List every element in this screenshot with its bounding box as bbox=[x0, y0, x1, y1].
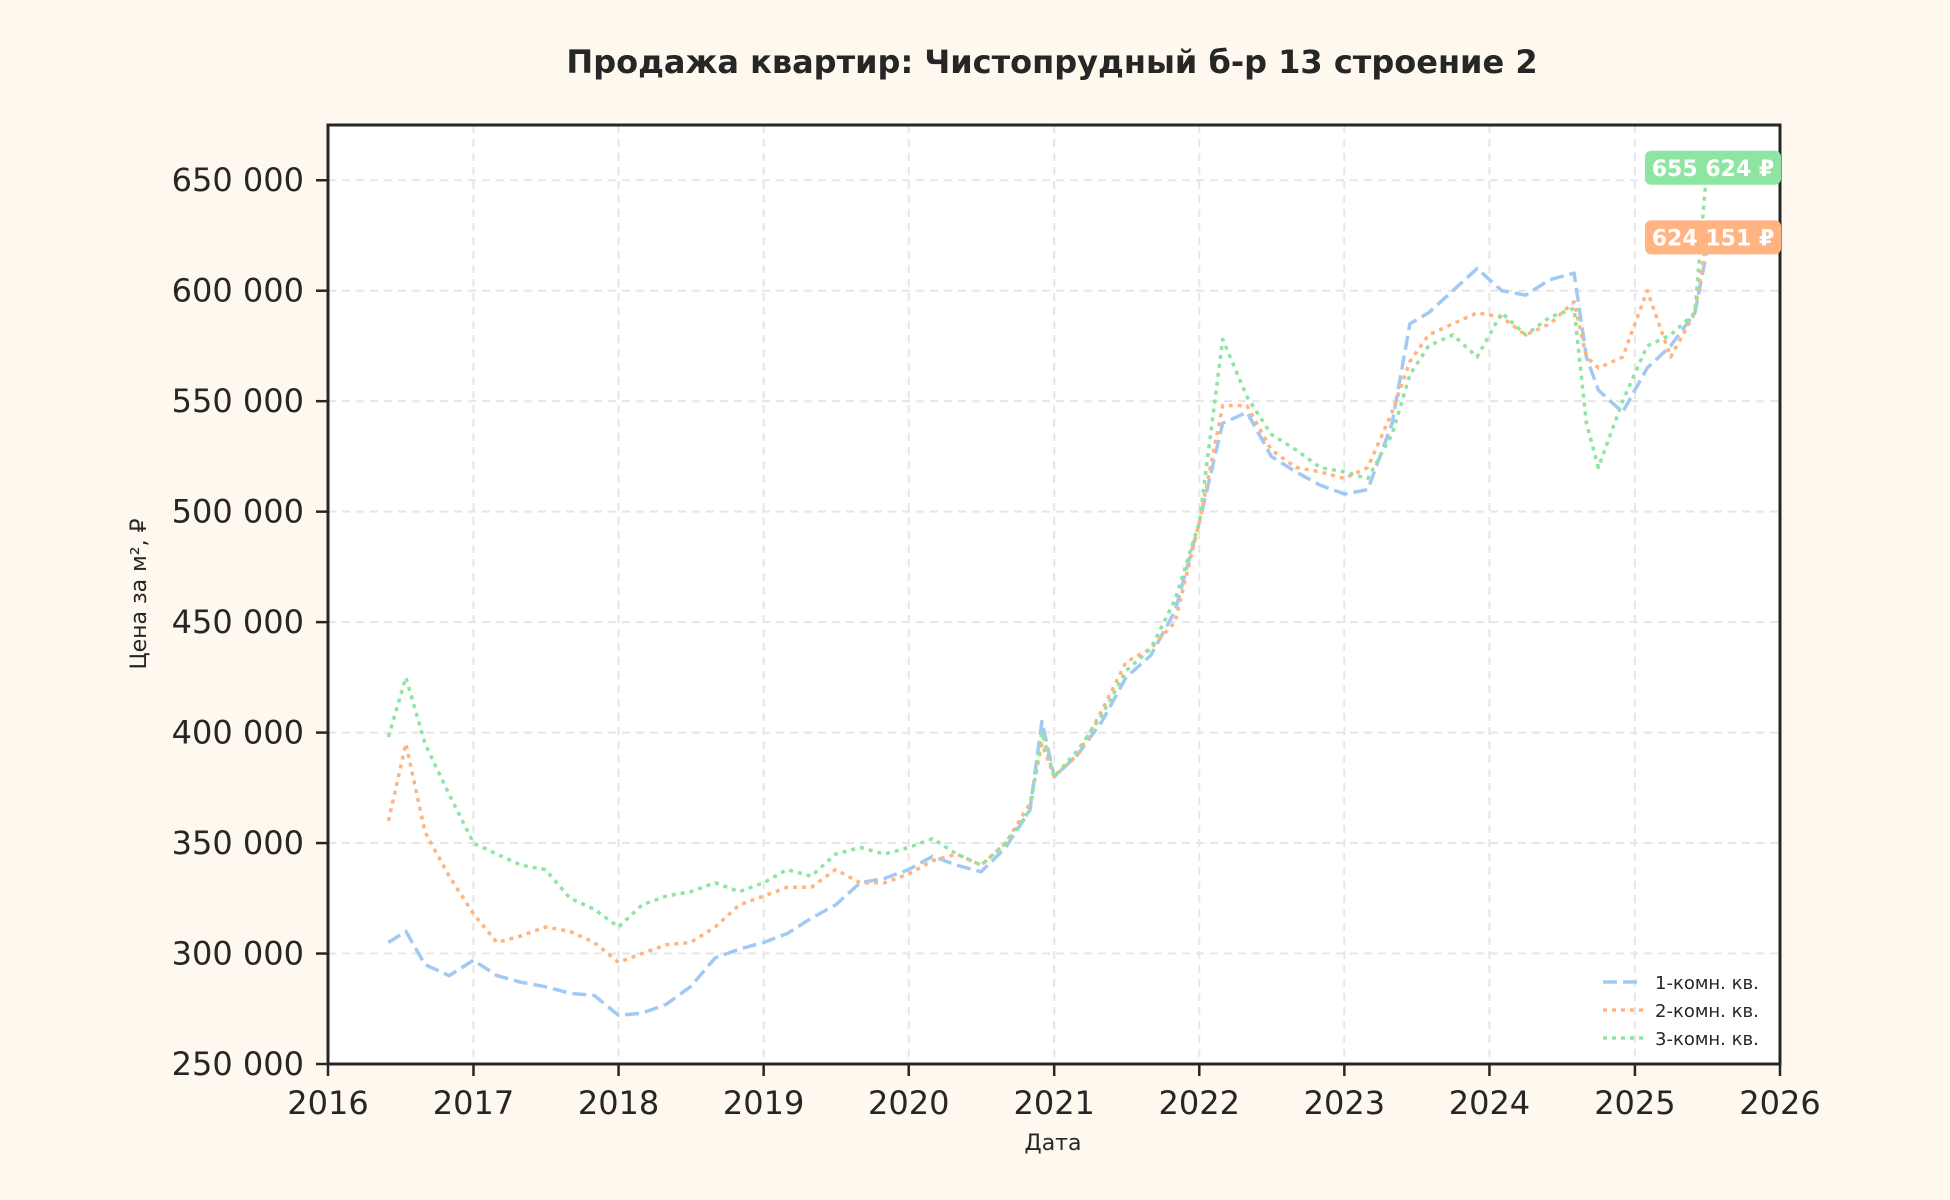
annotation-label: 655 624 ₽ bbox=[1652, 157, 1774, 182]
legend-label: 3-комн. кв. bbox=[1655, 1029, 1759, 1050]
x-axis-label: Дата bbox=[1025, 1131, 1082, 1156]
legend: 1-комн. кв. 2-комн. кв. 3-комн. кв. bbox=[1603, 973, 1759, 1050]
axis-ticks: 2016 2017 2018 2019 2020 2021 2022 2023 2024 2025… bbox=[172, 161, 1821, 1122]
annotation-badge bbox=[1645, 150, 1781, 185]
y-tick-label: 300 000 bbox=[172, 935, 304, 973]
y-tick-label: 400 000 bbox=[172, 714, 304, 752]
y-tick-label: 350 000 bbox=[172, 824, 304, 862]
x-tick-label: 2021 bbox=[1013, 1084, 1094, 1122]
series-lines bbox=[386, 167, 1709, 1018]
y-tick-label: 650 000 bbox=[172, 161, 304, 199]
x-tick-label: 2022 bbox=[1159, 1084, 1240, 1122]
x-tick-label: 2017 bbox=[433, 1084, 514, 1122]
x-tick-label: 2025 bbox=[1594, 1084, 1675, 1122]
y-tick-label: 600 000 bbox=[172, 272, 304, 310]
x-tick-label: 2016 bbox=[287, 1084, 368, 1122]
x-tick-label: 2024 bbox=[1449, 1084, 1530, 1122]
y-tick-label: 550 000 bbox=[172, 382, 304, 420]
x-tick-label: 2026 bbox=[1739, 1084, 1820, 1122]
x-tick-label: 2020 bbox=[868, 1084, 949, 1122]
annotation-label: 624 151 ₽ bbox=[1652, 226, 1774, 251]
x-tick-label: 2018 bbox=[578, 1084, 659, 1122]
y-tick-label: 450 000 bbox=[172, 603, 304, 641]
x-tick-label: 2023 bbox=[1304, 1084, 1385, 1122]
legend-label: 2-комн. кв. bbox=[1655, 1001, 1759, 1022]
series-line-2 bbox=[386, 237, 1709, 965]
legend-label: 1-комн. кв. bbox=[1655, 973, 1759, 994]
annotation-badge bbox=[1645, 220, 1781, 255]
y-tick-label: 500 000 bbox=[172, 493, 304, 531]
y-tick-label: 250 000 bbox=[172, 1045, 304, 1083]
y-axis-label: Цена за м², ₽ bbox=[127, 518, 152, 669]
x-tick-label: 2019 bbox=[723, 1084, 804, 1122]
annotations: 655 624 ₽ 624 151 ₽ bbox=[1645, 150, 1781, 255]
chart-title: Продажа квартир: Чистопрудный б-р 13 стр… bbox=[566, 43, 1537, 81]
